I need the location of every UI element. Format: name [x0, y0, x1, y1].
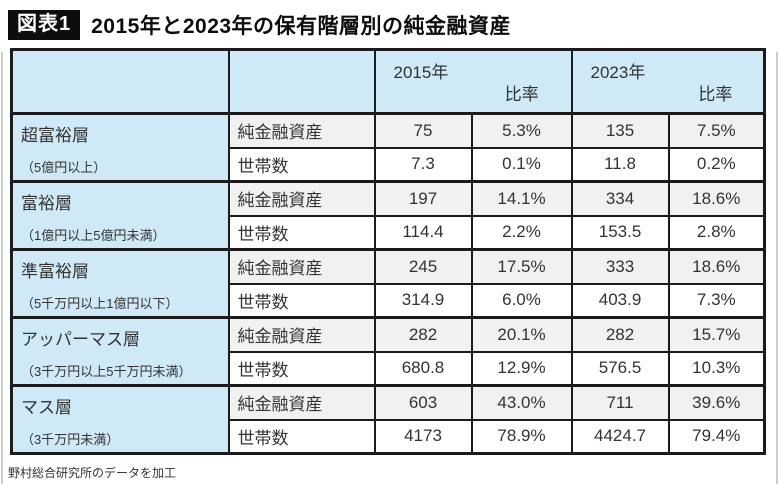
assets-2023-value: 334 — [570, 180, 670, 217]
table-row: 準富裕層 （5千万円以上1億円以下） 純金融資産 245 17.5% 333 1… — [10, 248, 766, 319]
assets-2015-ratio: 17.5% — [470, 248, 573, 285]
tier-range: （5億円以上） — [21, 160, 107, 175]
households-2015-value: 680.8 — [373, 350, 473, 387]
tier-cell-fuyuso: 富裕層 （1億円以上5億円未満） — [10, 180, 230, 251]
row-label-households: 世帯数 — [227, 282, 376, 319]
households-2015-ratio: 6.0% — [470, 282, 573, 319]
header-year-2023-cell: 2023年 比率 — [570, 48, 766, 115]
wealth-tier-table: 2015年 比率 2023年 比率 超富裕層 （5億円以上） 純金融資産 75 … — [10, 48, 767, 455]
households-2015-value: 4173 — [373, 418, 473, 455]
row-label-households: 世帯数 — [227, 418, 376, 455]
households-2023-ratio: 10.3% — [667, 350, 766, 387]
row-label-assets: 純金融資産 — [227, 248, 376, 285]
table-row: マス層 （3千万円未満） 純金融資産 603 43.0% 711 39.6% — [10, 384, 766, 455]
row-label-assets: 純金融資産 — [227, 316, 376, 353]
left-frame-line — [1, 52, 3, 484]
households-2023-value: 4424.7 — [570, 418, 670, 455]
table-row: 世帯数 680.8 12.9% 576.5 10.3% — [12, 350, 766, 387]
households-2023-ratio: 7.3% — [667, 282, 766, 319]
year-2023-label: 2023年 — [590, 63, 646, 82]
assets-2023-value: 711 — [570, 384, 670, 421]
households-2015-ratio: 2.2% — [470, 214, 573, 251]
assets-2023-ratio: 15.7% — [667, 316, 766, 353]
tier-name: マス層 — [21, 398, 72, 417]
households-2023-value: 153.5 — [570, 214, 670, 251]
assets-2015-value: 603 — [373, 384, 473, 421]
assets-2015-value: 245 — [373, 248, 473, 285]
assets-2023-value: 333 — [570, 248, 670, 285]
table-row: 超富裕層 （5億円以上） 純金融資産 75 5.3% 135 7.5% — [10, 112, 766, 183]
assets-2023-ratio: 7.5% — [667, 112, 766, 149]
households-2023-ratio: 79.4% — [667, 418, 766, 455]
assets-2015-ratio: 20.1% — [470, 316, 573, 353]
table-row: 世帯数 114.4 2.2% 153.5 2.8% — [12, 214, 766, 251]
header-tier-cell — [10, 48, 230, 115]
tier-name: 富裕層 — [21, 194, 72, 213]
households-2023-value: 576.5 — [570, 350, 670, 387]
figure-title: 2015年と2023年の保有階層別の純金融資産 — [91, 15, 512, 38]
households-2015-value: 114.4 — [373, 214, 473, 251]
households-2015-ratio: 78.9% — [470, 418, 573, 455]
tier-name: 準富裕層 — [21, 262, 89, 281]
assets-2015-ratio: 43.0% — [470, 384, 573, 421]
table-row: 世帯数 7.3 0.1% 11.8 0.2% — [12, 146, 766, 183]
data-source-note: 野村総合研究所のデータを加工 — [8, 466, 177, 480]
households-2023-value: 11.8 — [570, 146, 670, 183]
tier-cell-jun-fuyuso: 準富裕層 （5千万円以上1億円以下） — [10, 248, 230, 319]
households-2023-value: 403.9 — [570, 282, 670, 319]
right-frame-line — [776, 52, 778, 484]
assets-2015-ratio: 5.3% — [470, 112, 573, 149]
tier-name: 超富裕層 — [21, 126, 89, 145]
tier-range: （3千万円未満） — [21, 432, 120, 447]
ratio-2023-label: 比率 — [698, 85, 733, 104]
table-row: 世帯数 4173 78.9% 4424.7 79.4% — [12, 418, 766, 455]
assets-2023-value: 282 — [570, 316, 670, 353]
header-item-cell — [227, 48, 376, 115]
households-2015-ratio: 12.9% — [470, 350, 573, 387]
households-2015-ratio: 0.1% — [470, 146, 573, 183]
row-label-assets: 純金融資産 — [227, 180, 376, 217]
row-label-households: 世帯数 — [227, 214, 376, 251]
row-label-assets: 純金融資産 — [227, 384, 376, 421]
households-2023-ratio: 0.2% — [667, 146, 766, 183]
households-2015-value: 7.3 — [373, 146, 473, 183]
row-label-assets: 純金融資産 — [227, 112, 376, 149]
year-2015-label: 2015年 — [393, 63, 449, 82]
header-year-2015-cell: 2015年 比率 — [373, 48, 573, 115]
assets-2015-ratio: 14.1% — [470, 180, 573, 217]
assets-2015-value: 282 — [373, 316, 473, 353]
table-row: 富裕層 （1億円以上5億円未満） 純金融資産 197 14.1% 334 18.… — [10, 180, 766, 251]
tier-cell-upper-mass: アッパーマス層 （3千万円以上5千万円未満） — [10, 316, 230, 387]
figure-title-bar: 図表1 2015年と2023年の保有階層別の純金融資産 — [0, 0, 780, 44]
assets-2023-ratio: 18.6% — [667, 248, 766, 285]
tier-range: （3千万円以上5千万円未満） — [21, 364, 192, 379]
ratio-2015-label: 比率 — [504, 85, 539, 104]
assets-2023-ratio: 18.6% — [667, 180, 766, 217]
table-row: アッパーマス層 （3千万円以上5千万円未満） 純金融資産 282 20.1% 2… — [10, 316, 766, 387]
table-row: 世帯数 314.9 6.0% 403.9 7.3% — [12, 282, 766, 319]
tier-range: （1億円以上5億円未満） — [21, 228, 166, 243]
assets-2015-value: 197 — [373, 180, 473, 217]
row-label-households: 世帯数 — [227, 350, 376, 387]
tier-range: （5千万円以上1億円以下） — [21, 296, 179, 311]
households-2023-ratio: 2.8% — [667, 214, 766, 251]
figure-number-badge: 図表1 — [8, 10, 81, 40]
assets-2023-ratio: 39.6% — [667, 384, 766, 421]
tier-name: アッパーマス層 — [21, 330, 140, 349]
households-2015-value: 314.9 — [373, 282, 473, 319]
assets-2015-value: 75 — [373, 112, 473, 149]
header-row: 2015年 比率 2023年 比率 — [10, 48, 766, 115]
tier-cell-mass: マス層 （3千万円未満） — [10, 384, 230, 455]
row-label-households: 世帯数 — [227, 146, 376, 183]
assets-2023-value: 135 — [570, 112, 670, 149]
tier-cell-cho-fuyuso: 超富裕層 （5億円以上） — [10, 112, 230, 183]
